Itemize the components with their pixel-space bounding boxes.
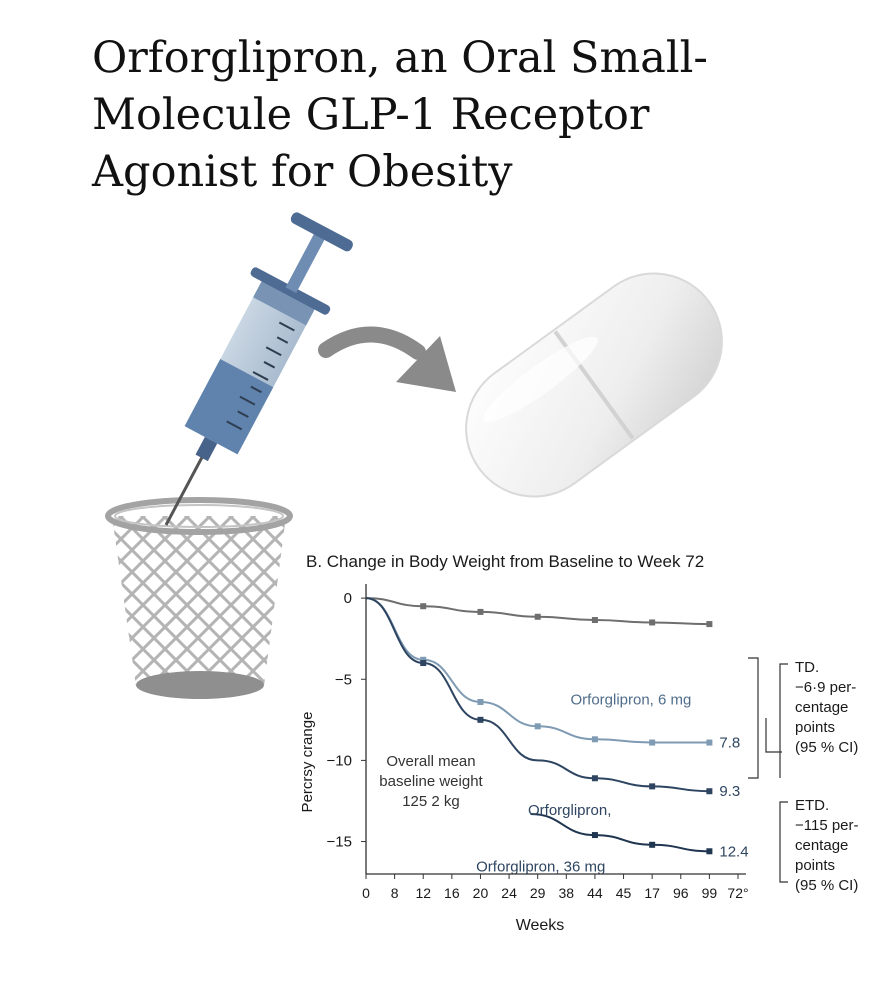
x-tick-label: 45 bbox=[616, 885, 632, 901]
x-axis-label: Weeks bbox=[516, 917, 565, 934]
series-1-point bbox=[534, 613, 541, 620]
x-tick-label: 72° bbox=[727, 885, 748, 901]
title-line-3: Agonist for Obesity bbox=[92, 147, 513, 197]
etd-line: (95 % CI) bbox=[795, 739, 859, 756]
series-2-point bbox=[649, 739, 656, 746]
series-2-point bbox=[591, 736, 598, 743]
chart-title: B. Change in Body Weight from Baseline t… bbox=[306, 552, 705, 571]
x-tick-label: 29 bbox=[530, 885, 546, 901]
y-tick-label: −10 bbox=[327, 752, 352, 769]
x-tick-label: 38 bbox=[559, 885, 575, 901]
series-1-point bbox=[591, 617, 598, 624]
x-tick-label: 17 bbox=[644, 885, 660, 901]
weight-change-chart: B. Change in Body Weight from Baseline t… bbox=[296, 540, 896, 978]
series-3-point bbox=[477, 716, 484, 723]
etd-bracket-2 bbox=[779, 663, 788, 778]
series-3-point bbox=[706, 788, 713, 795]
x-tick-label: 20 bbox=[473, 885, 489, 901]
series-1-point bbox=[420, 603, 427, 610]
title-line-1: Orforglipron, an Oral Small- bbox=[92, 33, 708, 83]
y-tick-label: −5 bbox=[335, 671, 352, 688]
series-2-end-label: 7.8 bbox=[719, 735, 740, 752]
y-tick-label: −15 bbox=[327, 834, 352, 851]
etd-line: (95 % CI) bbox=[795, 877, 859, 894]
baseline-annotation-line: Overall mean bbox=[386, 753, 475, 770]
series-line-3 bbox=[365, 597, 710, 793]
series-4-name-label: Orforglipron, 36 mg bbox=[476, 858, 605, 875]
series-3-point bbox=[591, 775, 598, 782]
x-tick-label: 12 bbox=[415, 885, 431, 901]
etd-bracket-3 bbox=[779, 801, 788, 883]
series-3-point bbox=[649, 783, 656, 790]
y-axis-label: Percrsy crange bbox=[299, 712, 316, 813]
series-4-point bbox=[591, 832, 598, 839]
x-tick-label: 16 bbox=[444, 885, 460, 901]
series-3-end-label: 9.3 bbox=[719, 783, 740, 800]
etd-bracket-1 bbox=[748, 657, 759, 779]
etd-connector bbox=[765, 718, 782, 753]
series-line-4 bbox=[530, 813, 710, 853]
series-1-point bbox=[649, 619, 656, 626]
title-line-2: Molecule GLP-1 Receptor bbox=[92, 90, 650, 140]
etd-line: −6·9 per- bbox=[795, 679, 857, 696]
etd-line: centage bbox=[795, 837, 849, 854]
etd-line: points bbox=[795, 719, 836, 736]
x-tick-label: 44 bbox=[587, 885, 603, 901]
etd-block-1: TD. −6·9 per-centage points (95 % CI) bbox=[795, 658, 858, 758]
pill-icon bbox=[465, 272, 723, 498]
series-3-name-label: Orforglipron, bbox=[528, 802, 611, 819]
series-3-point bbox=[420, 660, 427, 667]
x-tick-label: 96 bbox=[673, 885, 689, 901]
series-1-point bbox=[477, 608, 484, 615]
series-4-end-label: 12.4 bbox=[719, 843, 748, 860]
page-title: Orforglipron, an Oral Small- Molecule GL… bbox=[92, 30, 852, 201]
series-4-point bbox=[706, 848, 713, 855]
x-tick-label: 99 bbox=[702, 885, 718, 901]
series-2-point bbox=[706, 739, 713, 746]
series-2-point bbox=[534, 723, 541, 730]
baseline-annotation-line: 125 2 kg bbox=[402, 793, 460, 810]
series-line-1 bbox=[365, 597, 710, 626]
syringe-icon bbox=[164, 212, 353, 526]
x-tick-label: 8 bbox=[391, 885, 399, 901]
etd-line: centage bbox=[795, 699, 849, 716]
series-2-point bbox=[477, 698, 484, 705]
series-2-point bbox=[420, 656, 427, 663]
etd-block-2: ETD. −115 per-centage points (95 % CI) bbox=[795, 796, 859, 896]
waste-basket-icon bbox=[105, 497, 293, 699]
etd-line: −115 per- bbox=[795, 817, 859, 834]
chart-plot: 0 8 12 16 20 24 29 38 44 45 17 96 99 72° 0 −5 −10 −15 7.… bbox=[299, 584, 788, 934]
series-4-point bbox=[649, 841, 656, 848]
x-tick-label: 24 bbox=[501, 885, 517, 901]
baseline-annotation-line: baseline weight bbox=[379, 773, 483, 790]
etd-line: ETD. bbox=[795, 797, 830, 814]
x-tick-label: 0 bbox=[362, 885, 370, 901]
series-1-point bbox=[706, 621, 713, 628]
series-line-2 bbox=[365, 597, 710, 744]
series-2-name-label: Orforglipron, 6 mg bbox=[570, 692, 691, 709]
etd-line: TD. bbox=[795, 659, 820, 676]
arrow-icon bbox=[318, 326, 456, 392]
etd-line: points bbox=[795, 857, 836, 874]
y-tick-label: 0 bbox=[344, 590, 352, 607]
